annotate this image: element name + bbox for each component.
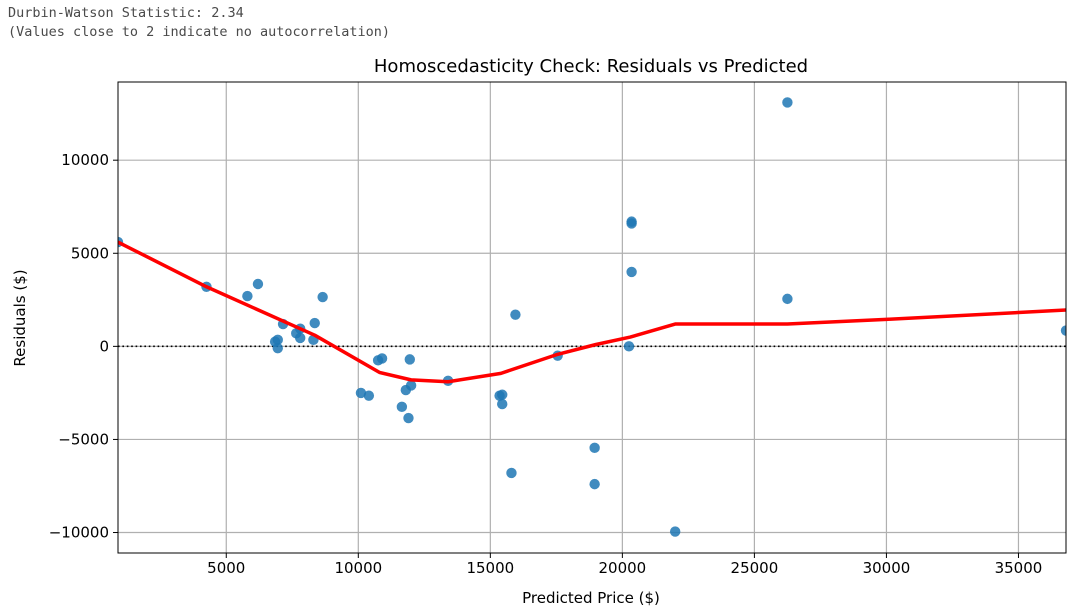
x-tick-label: 35000 (995, 559, 1043, 577)
chart-title: Homoscedasticity Check: Residuals vs Pre… (374, 56, 808, 77)
console-output: Durbin-Watson Statistic: 2.34 (Values clo… (8, 4, 390, 42)
x-tick-label: 20000 (599, 559, 647, 577)
x-tick-label: 15000 (466, 559, 514, 577)
data-point (1060, 325, 1066, 336)
data-point (497, 389, 508, 400)
data-point (510, 309, 521, 320)
lowess-trend-line (118, 240, 1066, 384)
axis-ticks: 5000 10000 15000 20000 25000 30000 35000 −10000… (49, 151, 1043, 577)
y-tick-label: −5000 (58, 430, 109, 448)
data-point (317, 291, 328, 303)
data-point (623, 341, 635, 352)
data-point (403, 412, 414, 424)
data-point (626, 216, 637, 227)
durbin-watson-line: Durbin-Watson Statistic: 2.34 (8, 5, 244, 21)
y-axis-label: Residuals ($) (11, 269, 29, 366)
data-point (355, 387, 367, 399)
data-point (589, 442, 600, 454)
data-point (252, 278, 264, 290)
data-point (782, 293, 793, 305)
x-tick-label: 10000 (334, 559, 382, 577)
plot-frame (117, 81, 1067, 554)
x-axis-label: Predicted Price ($) (522, 589, 660, 607)
data-point (242, 290, 253, 302)
data-point (309, 317, 320, 329)
data-points (118, 97, 1066, 537)
x-tick-label: 30000 (863, 559, 911, 577)
data-point (272, 334, 283, 346)
interpretation-line: (Values close to 2 indicate no autocorre… (8, 24, 391, 40)
data-point (497, 398, 508, 410)
data-point (626, 266, 637, 278)
data-point (506, 467, 517, 479)
y-tick-label: 10000 (61, 151, 109, 169)
y-tick-label: −10000 (49, 524, 109, 542)
data-point (404, 354, 415, 365)
data-point (295, 332, 306, 344)
data-point (363, 390, 375, 401)
y-tick-label: 5000 (71, 244, 109, 262)
y-tick-label: 0 (99, 337, 109, 355)
data-point (589, 478, 600, 490)
data-point (669, 526, 681, 537)
x-tick-label: 5000 (207, 559, 245, 577)
data-point (396, 401, 408, 413)
data-point (405, 380, 417, 391)
data-point (272, 343, 283, 354)
data-point (376, 353, 388, 364)
x-tick-label: 25000 (731, 559, 779, 577)
data-point (782, 97, 793, 108)
